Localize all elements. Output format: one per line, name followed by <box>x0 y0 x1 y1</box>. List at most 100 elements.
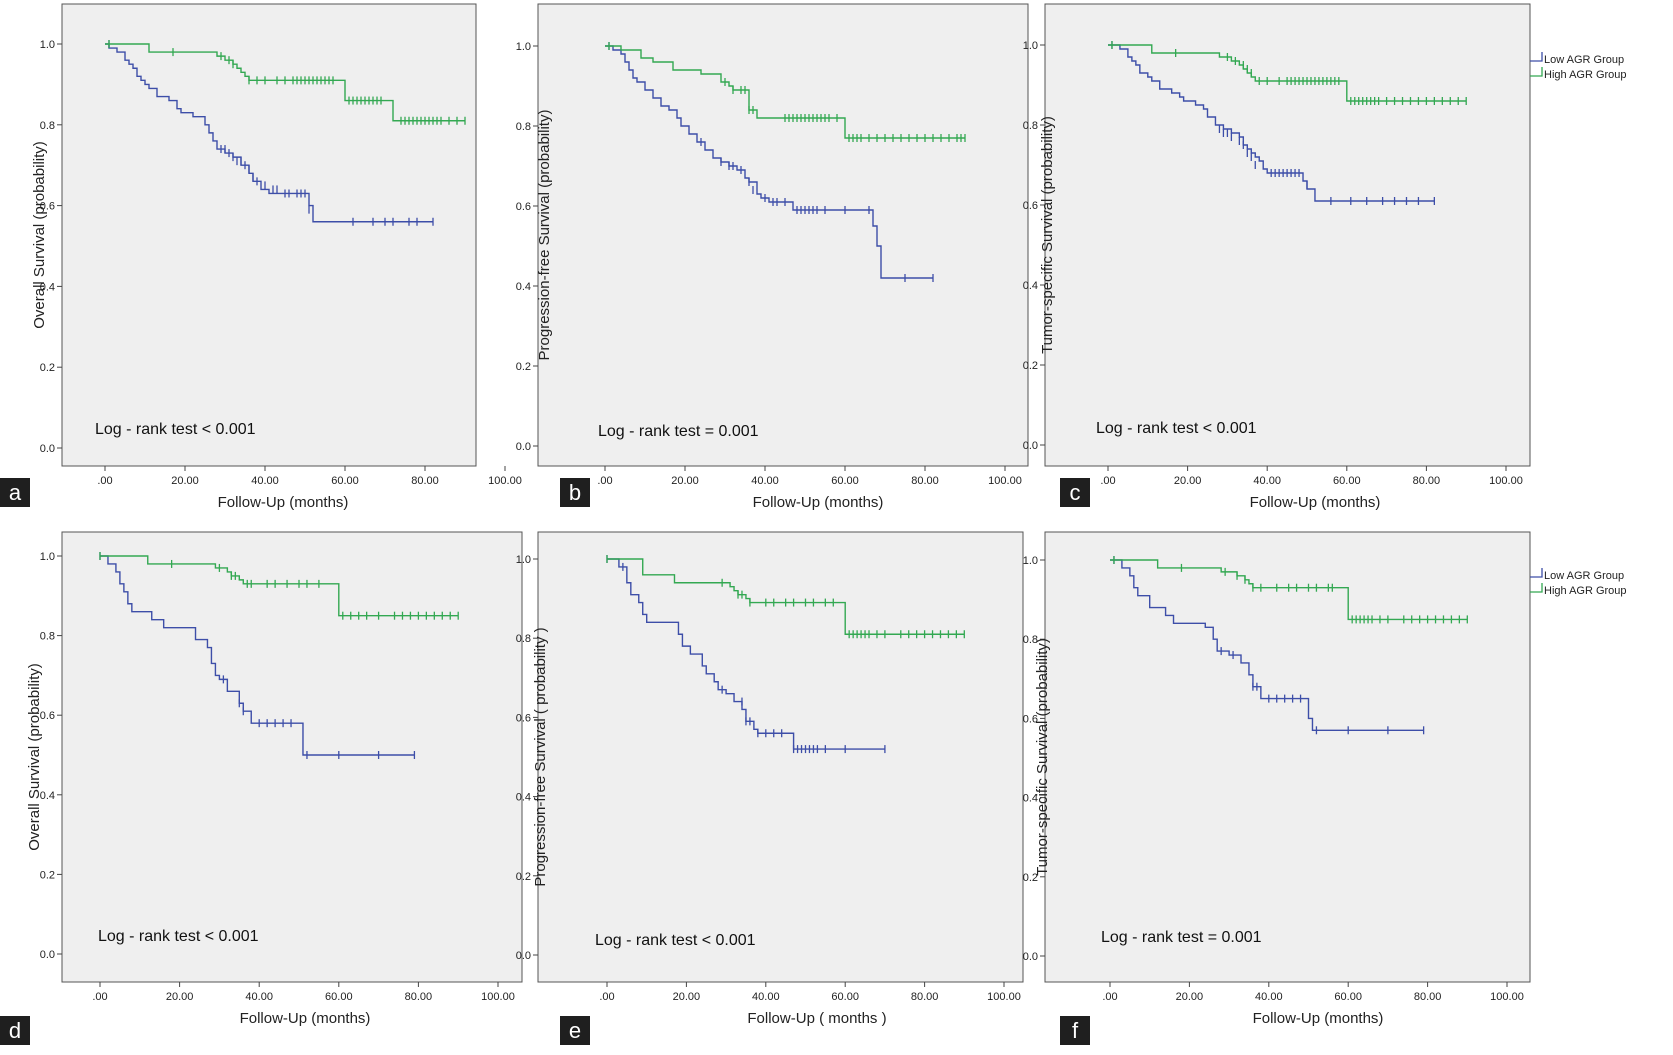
panel-tag-box <box>560 478 590 507</box>
censor-marks-high-c <box>1111 41 1467 105</box>
plot-area-c <box>1044 3 1531 467</box>
y-tick-label: 0.4 <box>1023 280 1038 292</box>
legend-swatch <box>1530 52 1543 62</box>
censor-marks-high-e <box>606 555 965 639</box>
x-tick-label: 60.00 <box>831 991 859 1003</box>
x-tick-label: 60.00 <box>831 475 859 487</box>
x-axis-label: Follow-Up (months) <box>240 1010 371 1027</box>
x-tick-label: .00 <box>1102 991 1117 1003</box>
x-tick-label: 60.00 <box>1333 475 1361 487</box>
x-tick-label: 100.00 <box>988 475 1022 487</box>
series-line-low-e <box>607 558 885 750</box>
x-tick-label: 40.00 <box>245 991 273 1003</box>
x-tick-label: 80.00 <box>1413 475 1441 487</box>
legend-item: Low AGR Group <box>1544 570 1624 582</box>
x-tick-label: 80.00 <box>911 475 939 487</box>
log-rank-annotation: Log - rank test < 0.001 <box>98 928 259 945</box>
x-axis-label: Follow-Up (months) <box>1253 1010 1384 1027</box>
x-tick-label: 40.00 <box>751 475 779 487</box>
legend-swatch <box>1530 67 1543 77</box>
series-line-low-d <box>100 555 415 756</box>
x-tick-label: 40.00 <box>251 475 279 487</box>
x-tick-label: .00 <box>92 991 107 1003</box>
panel-tag-letter: a <box>9 480 22 505</box>
y-axis-label: Progression-free Survival ( probability … <box>532 627 549 886</box>
panel-tag-letter: c <box>1070 480 1081 505</box>
panel-a: 0.0 0.2 0.4 0.6 0.8 1.0 .00 20.00 40.00 60.00 80.0… <box>0 3 522 511</box>
log-rank-annotation: Log - rank test = 0.001 <box>598 423 759 440</box>
x-tick-label: 100.00 <box>481 991 515 1003</box>
plot-area-b <box>537 3 1029 467</box>
y-axis-label: Overall Survival (probability) <box>31 141 48 329</box>
y-tick-label: 0.2 <box>1023 872 1038 884</box>
panel-tag-box <box>0 478 30 507</box>
y-tick-label: 0.0 <box>516 441 531 453</box>
log-rank-annotation: Log - rank test < 0.001 <box>1096 420 1257 437</box>
series-line-high-a <box>105 43 465 122</box>
panel-c: 0.0 0.2 0.4 0.6 0.8 1.0 .00 20.00 40.00 60.00 80.0… <box>1023 3 1627 511</box>
x-tick-label: 100.00 <box>1490 991 1524 1003</box>
panel-tag-letter: d <box>9 1018 21 1043</box>
y-tick-label: 0.2 <box>516 871 531 883</box>
x-tick-label: 40.00 <box>752 991 780 1003</box>
y-tick-label: 0.4 <box>516 792 531 804</box>
legend-item: High AGR Group <box>1544 585 1627 597</box>
censor-marks-high-f <box>1113 556 1468 624</box>
y-tick-label: 1.0 <box>1023 555 1038 567</box>
censor-marks-low-c <box>1111 41 1436 205</box>
y-tick-label: 0.0 <box>40 443 55 455</box>
panel-tag-letter: b <box>569 480 581 505</box>
panel-d: 0.0 0.2 0.4 0.6 0.8 1.0 .00 20.00 40.00 60.00 80.0… <box>0 531 523 1045</box>
y-tick-label: 1.0 <box>516 41 531 53</box>
log-rank-annotation: Log - rank test = 0.001 <box>1101 929 1262 946</box>
x-tick-label: .00 <box>597 475 612 487</box>
y-tick-label: 0.8 <box>516 633 531 645</box>
y-tick-label: 1.0 <box>40 551 55 563</box>
y-tick-label: 0.4 <box>516 281 531 293</box>
y-tick-label: 0.8 <box>1023 634 1038 646</box>
x-tick-label: 80.00 <box>405 991 433 1003</box>
y-tick-label: 0.6 <box>516 712 531 724</box>
y-tick-label: 0.6 <box>516 201 531 213</box>
panel-e: 0.0 0.2 0.4 0.6 0.8 1.0 .00 20.00 40.00 60.00 80.0… <box>516 531 1024 1045</box>
y-axis-label: Tumor-specific Survival (probability) <box>1039 116 1056 354</box>
y-tick-label: 0.8 <box>1023 120 1038 132</box>
y-tick-label: 1.0 <box>516 554 531 566</box>
y-tick-label: 0.2 <box>1023 360 1038 372</box>
y-axis-label: Progression-free Survival (probability) <box>536 110 553 361</box>
y-tick-label: 0.4 <box>40 281 55 293</box>
y-tick-label: 0.0 <box>1023 440 1038 452</box>
censor-marks-high-d <box>99 552 459 620</box>
series-line-high-b <box>605 45 965 139</box>
x-tick-label: 40.00 <box>1253 475 1281 487</box>
x-tick-label: 80.00 <box>1414 991 1442 1003</box>
panel-tag-b: b <box>560 478 590 507</box>
y-tick-label: 0.6 <box>40 710 55 722</box>
y-tick-label: 1.0 <box>40 39 55 51</box>
x-tick-label: .00 <box>599 991 614 1003</box>
panel-f: 0.0 0.2 0.4 0.6 0.8 1.0 .00 20.00 40.00 60.00 80.0… <box>1023 531 1627 1045</box>
log-rank-annotation: Log - rank test < 0.001 <box>595 932 756 949</box>
x-tick-label: 80.00 <box>411 475 439 487</box>
y-tick-label: 0.0 <box>516 950 531 962</box>
y-tick-label: 0.2 <box>40 869 55 881</box>
y-axis-label: Overall Survival (probability) <box>26 663 43 851</box>
panel-tag-c: c <box>1060 478 1090 507</box>
censor-marks-low-a <box>108 40 434 226</box>
x-tick-label: 60.00 <box>331 475 359 487</box>
y-tick-label: 0.2 <box>516 361 531 373</box>
x-tick-label: 80.00 <box>911 991 939 1003</box>
censor-marks-high-a <box>108 40 466 125</box>
panel-tag-d: d <box>0 1016 30 1045</box>
y-tick-label: 0.8 <box>40 120 55 132</box>
y-tick-label: 0.4 <box>1023 793 1038 805</box>
legend-swatch <box>1530 583 1543 593</box>
legend-f: Low AGR Group High AGR Group <box>1530 568 1627 597</box>
x-axis-label: Follow-Up (months) <box>218 494 349 511</box>
legend-item: Low AGR Group <box>1544 54 1624 66</box>
plot-area-f <box>1044 531 1531 983</box>
x-axis-label: Follow-Up (months) <box>753 494 884 511</box>
panel-tag-a: a <box>0 478 30 507</box>
x-tick-label: 20.00 <box>1174 475 1202 487</box>
